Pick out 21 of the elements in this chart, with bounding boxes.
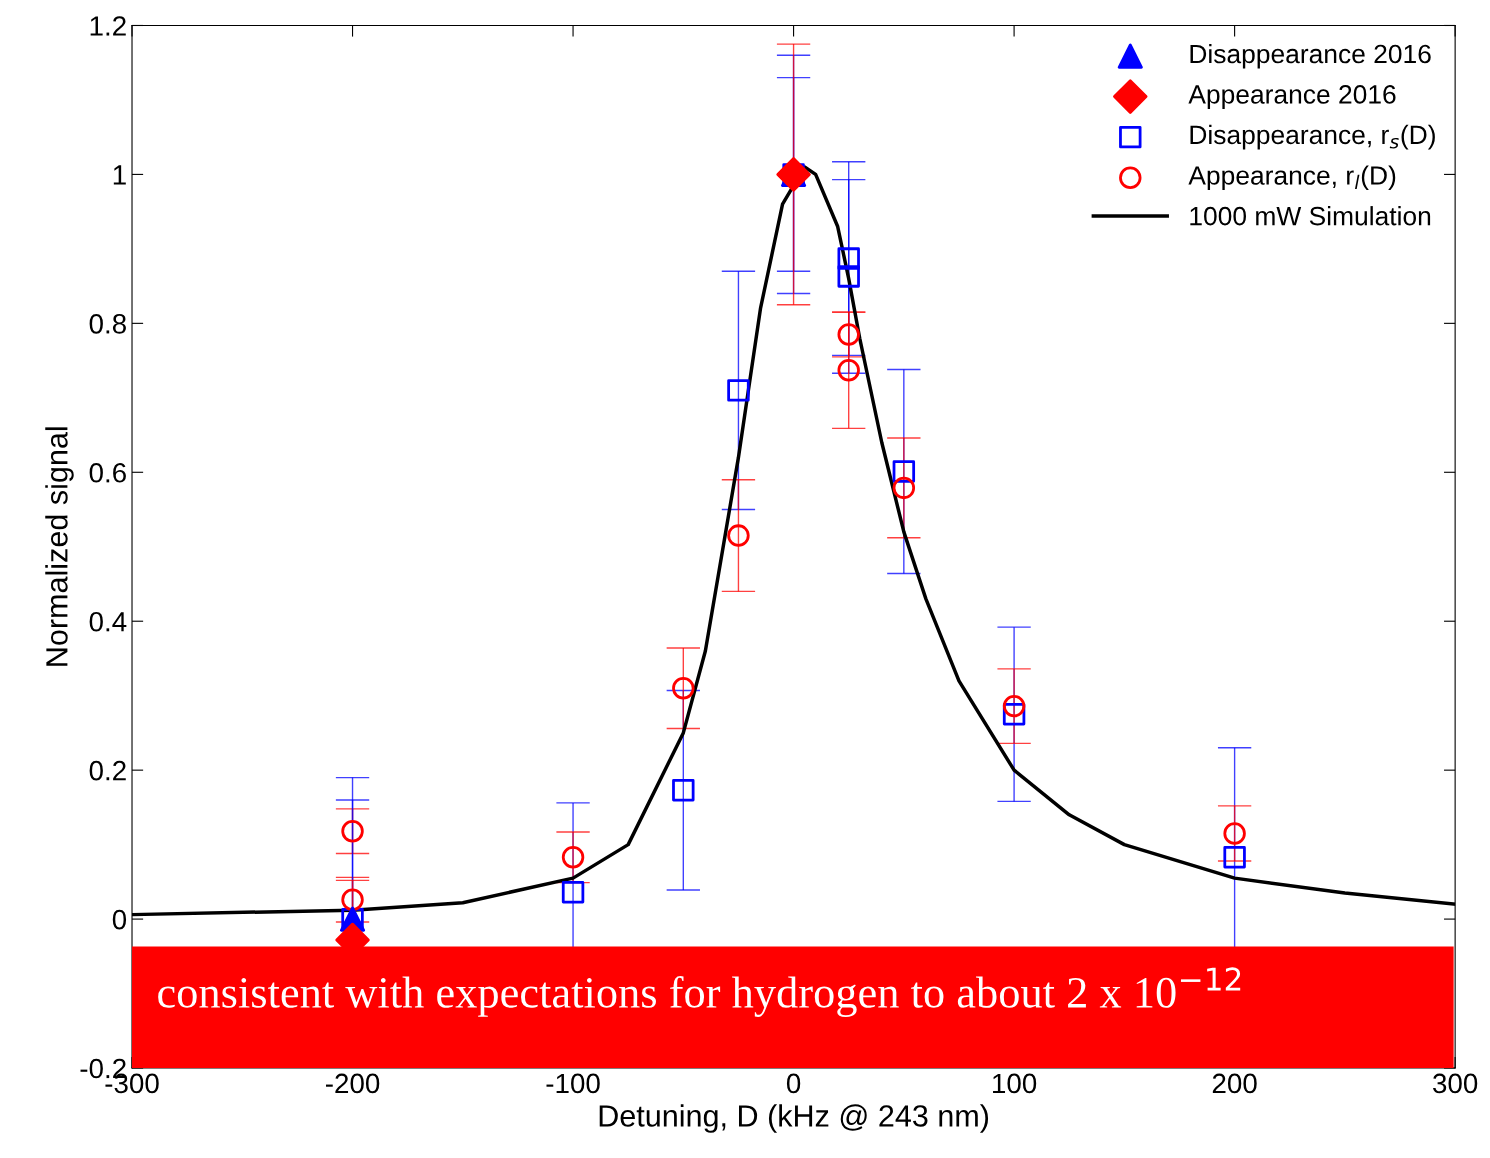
legend-label: Appearance 2016	[1188, 85, 1396, 109]
y-tick-label: 0	[112, 909, 127, 930]
y-tick-label: 1.2	[90, 16, 126, 36]
legend-label: Disappearance 2016	[1190, 43, 1431, 69]
y-tick-label: 0.8	[89, 314, 126, 334]
y-tick-label: 1	[113, 165, 126, 185]
y-tick-label: 0.4	[89, 611, 127, 632]
annotation: consistent with expectations for hydrogen to about 2 x 10$^{−12}$	[158, 967, 1241, 1017]
y-axis-title: Normalized signal	[45, 427, 74, 666]
legend-label: Disappearance, r$_{s}$(D)	[1190, 124, 1435, 150]
x-tick-label: 200	[1212, 1073, 1257, 1094]
x-tick-label: 0	[786, 1073, 801, 1094]
legend-label: Appearance, r$_{l}$(D)	[1188, 165, 1396, 191]
x-axis-title: Detuning, D (kHz @ 243 nm)	[599, 1104, 989, 1133]
x-tick-label: 100	[993, 1073, 1037, 1094]
x-tick-label: 300	[1433, 1073, 1478, 1094]
legend-label: 1000 mW Simulation	[1190, 206, 1431, 226]
x-tick-label: -100	[546, 1073, 600, 1094]
y-tick-label: 0.6	[89, 462, 126, 483]
y-tick-label: 0.2	[89, 760, 126, 781]
x-tick-label: -200	[325, 1073, 380, 1094]
